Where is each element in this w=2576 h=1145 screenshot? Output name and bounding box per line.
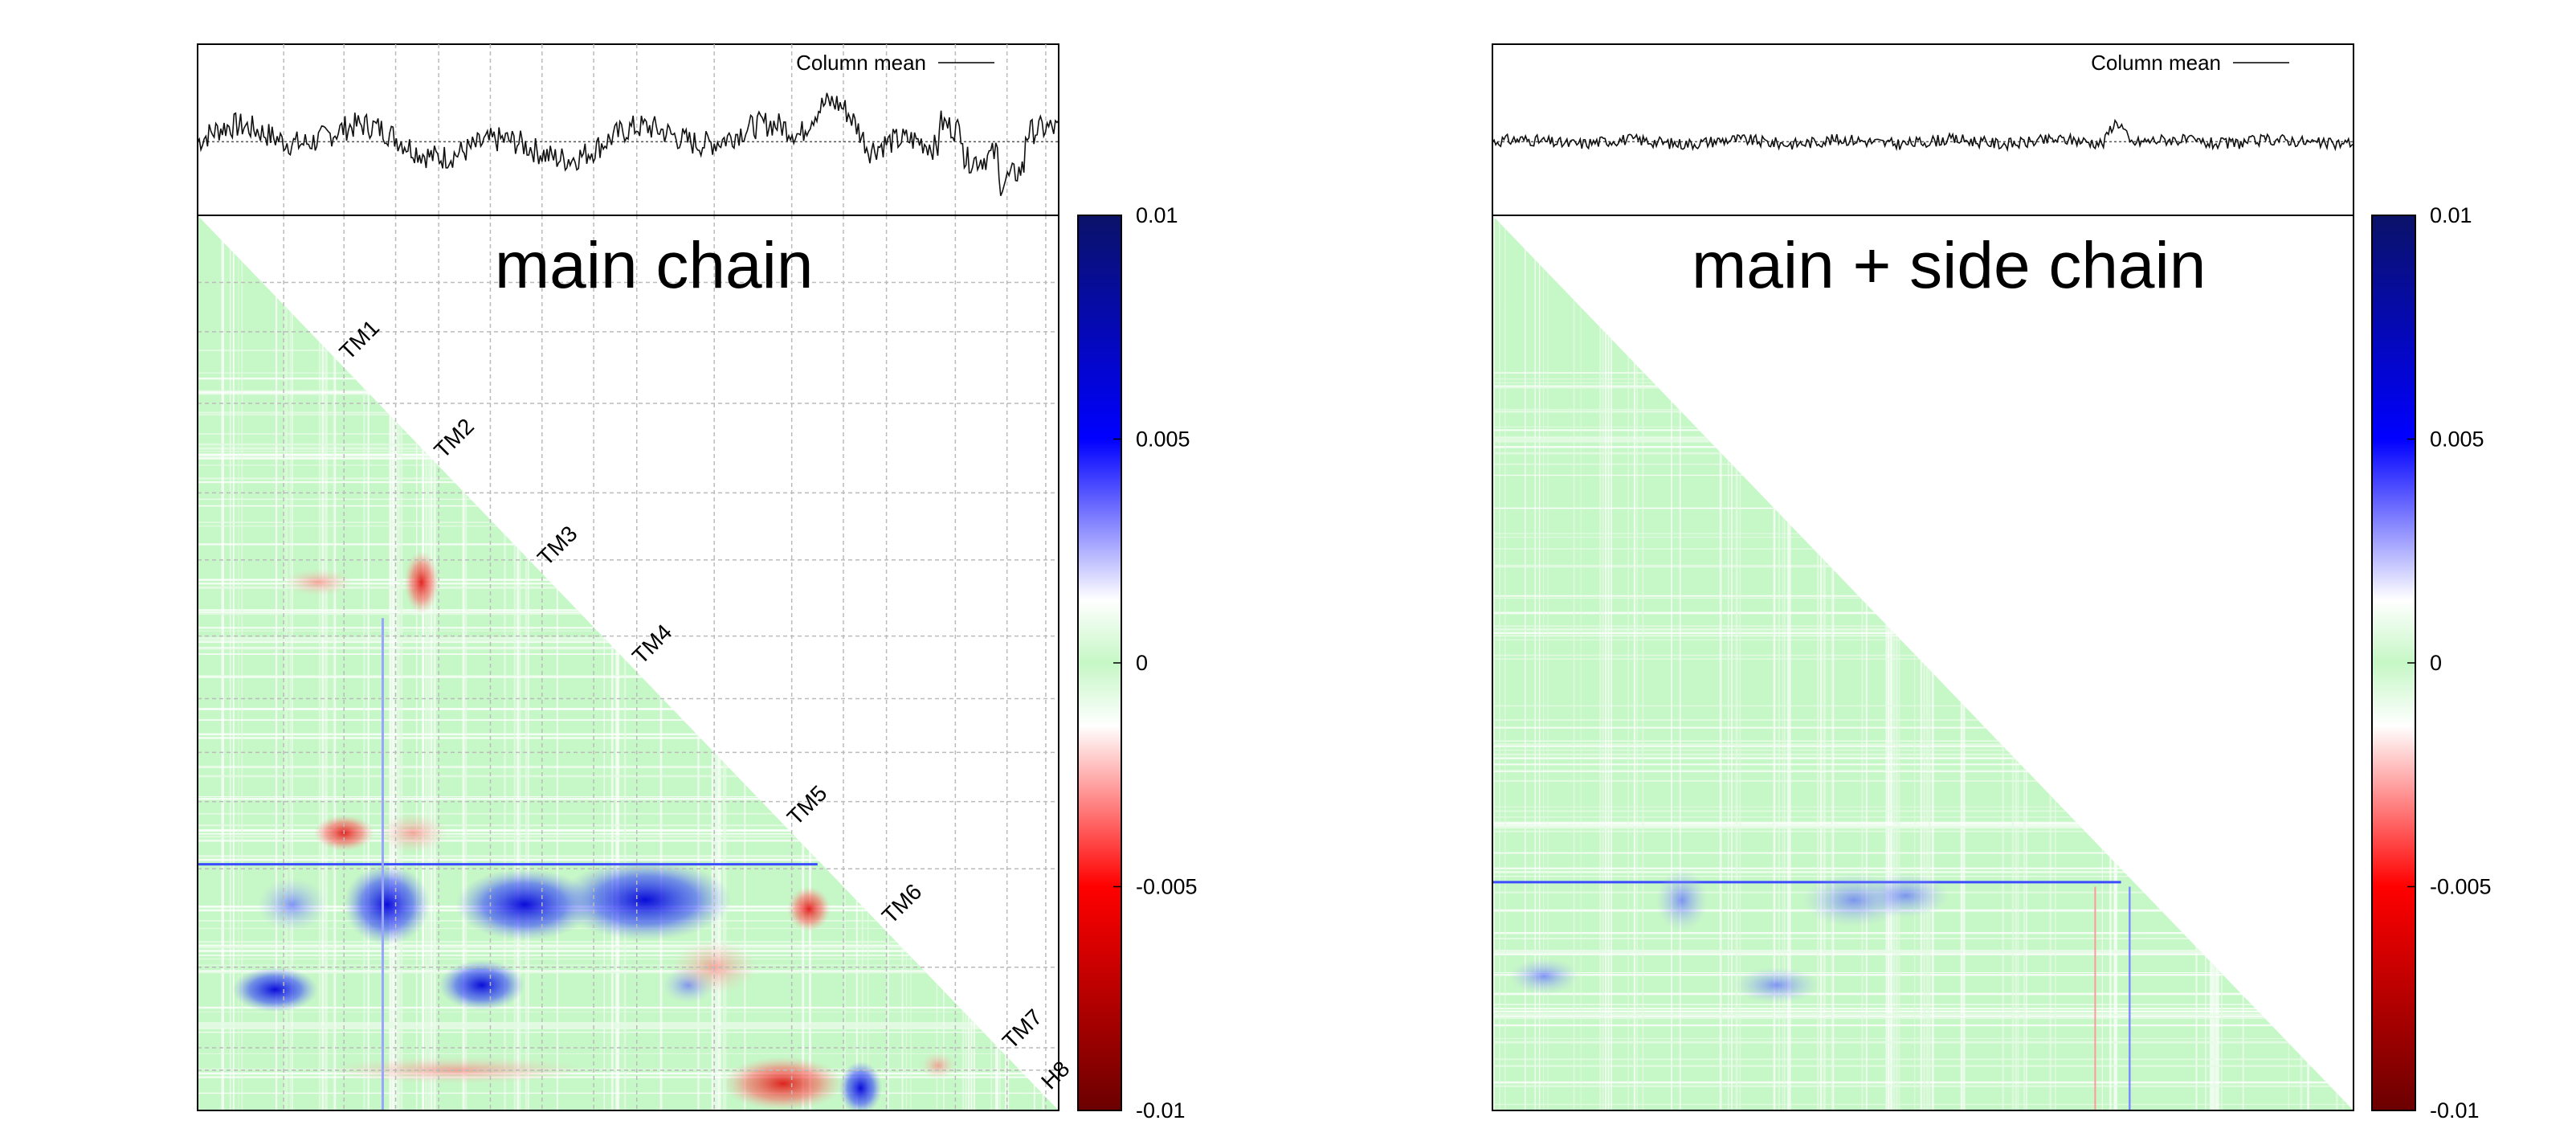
column-mean-frame	[1492, 43, 2354, 216]
tm5-red-region	[787, 886, 831, 932]
tm7-blue-region	[231, 967, 319, 1012]
h8-blue-region	[839, 1061, 883, 1110]
panel-title: main + side chain	[1692, 229, 2206, 302]
colorbar-tick-label: -0.005	[2430, 875, 2492, 899]
tm6-blue-region	[344, 864, 431, 945]
panel-1: Column mean main chainTM1TM2TM3TM4TM5TM6T…	[197, 43, 1198, 1123]
heatmap-frame	[197, 215, 1059, 1111]
red-region	[921, 1052, 956, 1080]
colorbar-tick-label: -0.01	[2430, 1098, 2480, 1123]
colorbar-tick-label: 0.005	[2430, 427, 2484, 452]
tm6-blue-region	[258, 877, 327, 932]
legend-label: Column mean	[796, 51, 926, 75]
colorbar-tick-label: -0.01	[1136, 1098, 1186, 1123]
tm6-blue-region	[559, 860, 732, 941]
tm6-blue-region	[1655, 869, 1708, 932]
colorbar-gradient	[2371, 215, 2416, 1111]
column-mean-series	[197, 92, 1059, 197]
legend-label: Column mean	[2091, 51, 2221, 75]
tm7-blue-region	[439, 959, 525, 1011]
heatmap-frame	[1492, 215, 2354, 1111]
colorbar-tick-label: 0	[1136, 651, 1148, 675]
colorbar: 0.01 0.005 0 -0.005 -0.01	[2371, 203, 2492, 1123]
colorbar-tick-label: -0.005	[1136, 875, 1198, 899]
panel-title: main chain	[495, 229, 814, 302]
panel-2: Column mean main + side chain 0.01 0.005 0 -0…	[1492, 43, 2492, 1123]
column-mean-plot: Column mean	[1492, 43, 2354, 216]
blue-region	[1509, 958, 1579, 995]
red-region	[284, 569, 353, 596]
column-mean-plot: Column mean	[197, 43, 1059, 216]
h8-red-region	[722, 1057, 843, 1110]
colorbar-tick-label: 0	[2430, 651, 2442, 675]
colorbar-tick-label: 0.005	[1136, 427, 1190, 452]
red-region	[378, 813, 447, 853]
colorbar-tick-label: 0.01	[1136, 203, 1178, 227]
blue-region	[1733, 967, 1820, 1004]
colorbar: 0.01 0.005 0 -0.005 -0.01	[1077, 203, 1198, 1123]
tm6-blue-region	[455, 869, 594, 941]
colorbar-tick-label: 0.01	[2430, 203, 2472, 227]
column-mean-frame	[197, 43, 1059, 216]
heatmap: main + side chain	[1492, 215, 2354, 1111]
tm6-blue-region	[1862, 873, 1949, 918]
h8-red-region	[326, 1057, 586, 1084]
red-region	[404, 550, 439, 614]
column-mean-series	[1492, 118, 2354, 153]
